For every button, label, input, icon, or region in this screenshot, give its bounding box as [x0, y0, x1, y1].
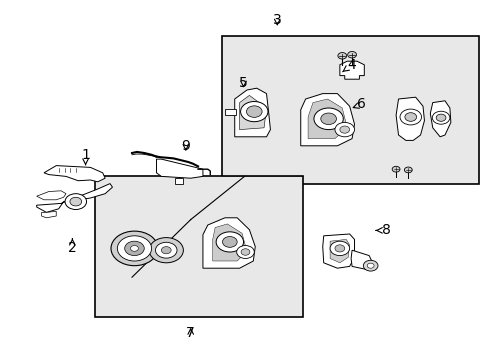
Text: 7: 7	[186, 326, 195, 340]
Circle shape	[404, 113, 416, 121]
Circle shape	[435, 114, 445, 121]
Polygon shape	[350, 250, 371, 270]
Circle shape	[347, 51, 356, 58]
Circle shape	[334, 122, 354, 137]
Circle shape	[111, 231, 158, 266]
Circle shape	[431, 111, 449, 124]
Circle shape	[399, 109, 421, 125]
Circle shape	[236, 246, 254, 258]
Text: 6: 6	[352, 98, 366, 111]
Circle shape	[329, 241, 349, 256]
Circle shape	[130, 246, 138, 251]
Bar	[95, 176, 303, 317]
Circle shape	[363, 260, 377, 271]
Circle shape	[366, 263, 373, 268]
Bar	[222, 36, 478, 184]
Text: 4: 4	[342, 58, 356, 72]
Polygon shape	[234, 88, 270, 137]
Circle shape	[161, 247, 171, 254]
Bar	[224, 109, 235, 115]
Circle shape	[155, 242, 177, 258]
Polygon shape	[175, 178, 183, 184]
Circle shape	[240, 102, 267, 122]
Polygon shape	[212, 224, 246, 261]
Polygon shape	[203, 218, 255, 268]
Polygon shape	[300, 94, 354, 146]
Polygon shape	[329, 239, 349, 263]
Polygon shape	[322, 234, 354, 268]
Polygon shape	[37, 191, 66, 200]
Circle shape	[313, 108, 343, 130]
Circle shape	[70, 197, 81, 206]
Circle shape	[222, 237, 237, 247]
Text: 9: 9	[181, 139, 190, 153]
Circle shape	[216, 232, 243, 252]
Circle shape	[65, 194, 86, 210]
Text: 8: 8	[375, 224, 390, 237]
Circle shape	[241, 249, 249, 255]
Circle shape	[404, 167, 411, 173]
Polygon shape	[429, 101, 450, 137]
Text: 1: 1	[81, 148, 90, 165]
Circle shape	[339, 126, 349, 133]
Polygon shape	[156, 159, 203, 178]
Polygon shape	[44, 166, 105, 182]
Circle shape	[246, 106, 262, 117]
Polygon shape	[307, 99, 346, 139]
Text: 2: 2	[68, 239, 77, 255]
Circle shape	[124, 241, 144, 256]
Text: 5: 5	[239, 76, 247, 90]
Circle shape	[149, 238, 183, 263]
Circle shape	[334, 245, 344, 252]
Polygon shape	[339, 61, 364, 79]
Circle shape	[337, 53, 346, 59]
Polygon shape	[41, 211, 56, 218]
Circle shape	[117, 236, 151, 261]
Polygon shape	[37, 184, 112, 212]
Polygon shape	[239, 95, 266, 130]
Circle shape	[391, 166, 399, 172]
Polygon shape	[395, 97, 424, 140]
Circle shape	[320, 113, 336, 125]
Text: 3: 3	[272, 13, 281, 27]
